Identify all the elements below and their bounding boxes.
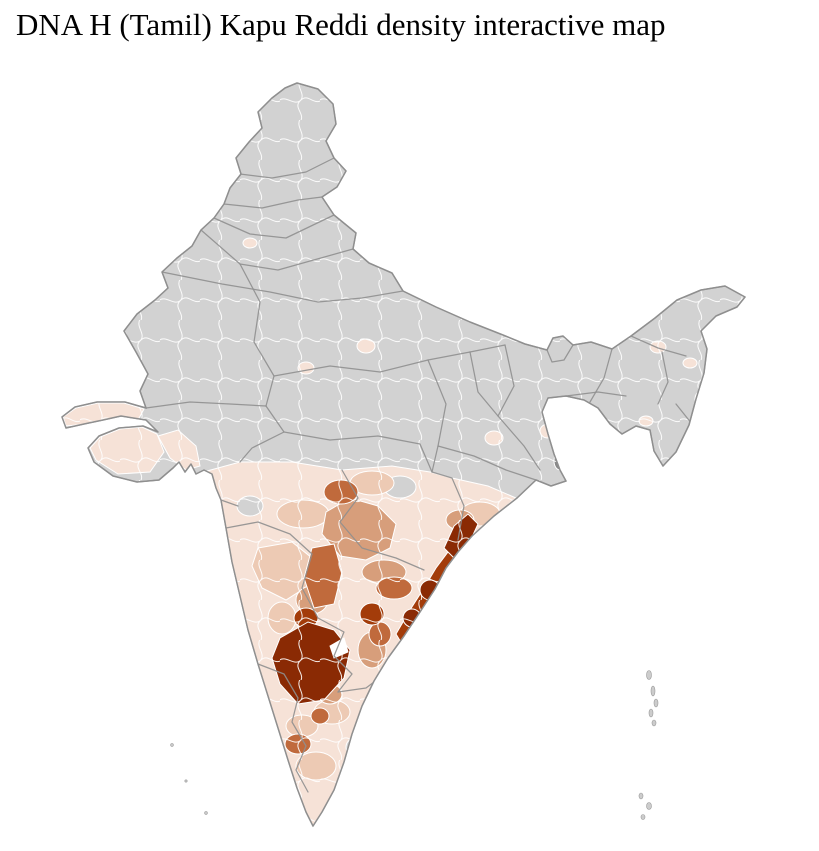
island[interactable] [648,708,654,718]
island[interactable] [651,719,657,727]
island[interactable] [170,743,174,747]
state-borders [145,157,693,793]
island[interactable] [204,811,208,815]
india-outline [61,82,746,827]
island[interactable] [646,802,652,810]
island[interactable] [650,685,656,697]
island[interactable] [646,670,652,680]
andaman-nicobar-islands[interactable] [638,670,659,820]
island[interactable] [653,698,659,708]
island[interactable] [184,779,188,783]
page-title: DNA H (Tamil) Kapu Reddi density interac… [16,7,666,42]
district-low[interactable] [579,440,593,454]
island[interactable] [638,792,644,800]
region-wayanad-high[interactable] [257,722,275,738]
island[interactable] [640,814,646,820]
lakshadweep-islands[interactable] [170,743,208,815]
